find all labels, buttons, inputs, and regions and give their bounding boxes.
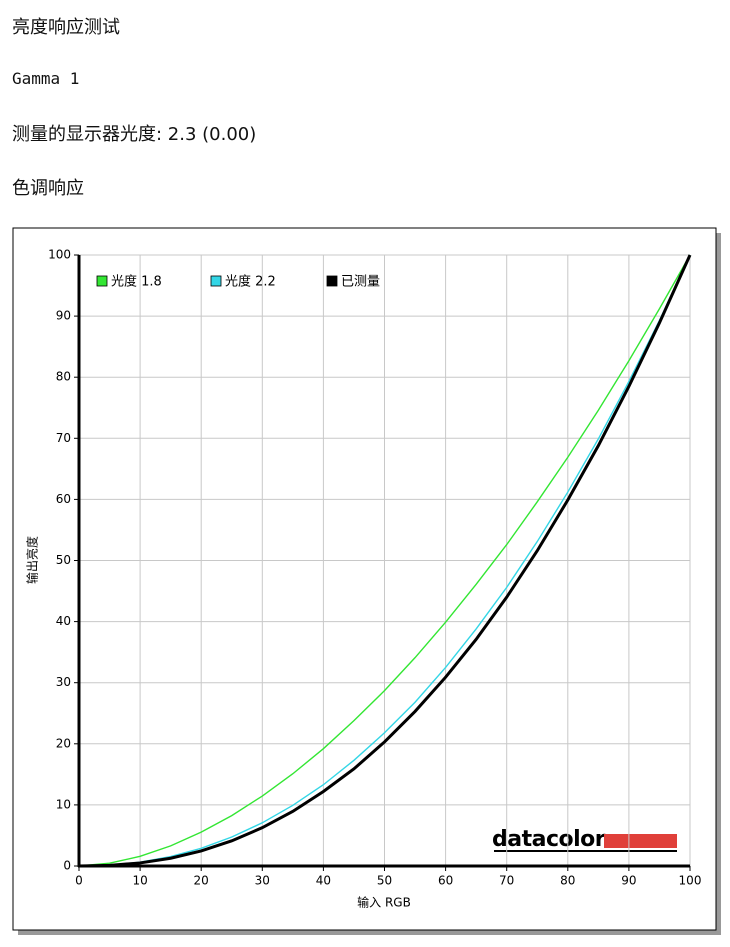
y-tick-label: 30 — [56, 675, 71, 689]
line — [78, 254, 691, 867]
legend-label: 光度 1.8 — [111, 274, 162, 290]
x-tick-label: 40 — [316, 874, 331, 888]
gamma-label: Gamma 1 — [12, 69, 80, 88]
x-axis-label: 输入 RGB — [357, 895, 411, 910]
y-tick-label: 60 — [56, 492, 71, 506]
section-label: 色调响应 — [12, 178, 84, 199]
logo-bar — [604, 834, 677, 848]
line — [78, 254, 692, 868]
y-tick-label: 100 — [48, 248, 71, 262]
x-tick-label: 60 — [438, 874, 453, 888]
y-axis-label: 输出亮度 — [25, 536, 40, 584]
y-tick-label: 50 — [56, 553, 71, 567]
y-tick-label: 80 — [56, 370, 71, 384]
y-tick-label: 90 — [56, 309, 71, 323]
legend-swatch — [326, 275, 338, 287]
y-tick-label: 70 — [56, 431, 71, 445]
x-tick-label: 0 — [75, 874, 83, 888]
y-tick-label: 10 — [56, 797, 71, 811]
y-tick-label: 40 — [56, 614, 71, 628]
x-tick-label: 20 — [194, 874, 209, 888]
x-tick-label: 50 — [377, 874, 392, 888]
y-tick-label: 20 — [56, 736, 71, 750]
y-tick-label: 0 — [63, 859, 71, 873]
legend-label: 已测量 — [341, 275, 380, 290]
heading: 亮度响应测试 — [12, 17, 120, 38]
frame — [12, 227, 717, 931]
line — [78, 254, 691, 867]
x-tick-label: 10 — [132, 874, 147, 888]
measured-label: 测量的显示器光度: 2.3 (0.00) — [12, 124, 257, 145]
logo: datacolor — [492, 827, 606, 852]
x-tick-label: 100 — [679, 874, 702, 888]
x-tick-label: 80 — [560, 874, 575, 888]
legend-label: 光度 2.2 — [225, 274, 276, 290]
x-tick-label: 70 — [499, 874, 514, 888]
legend-swatch — [210, 275, 222, 287]
x-tick-label: 30 — [255, 874, 270, 888]
legend-swatch — [96, 275, 108, 287]
x-tick-label: 90 — [621, 874, 636, 888]
